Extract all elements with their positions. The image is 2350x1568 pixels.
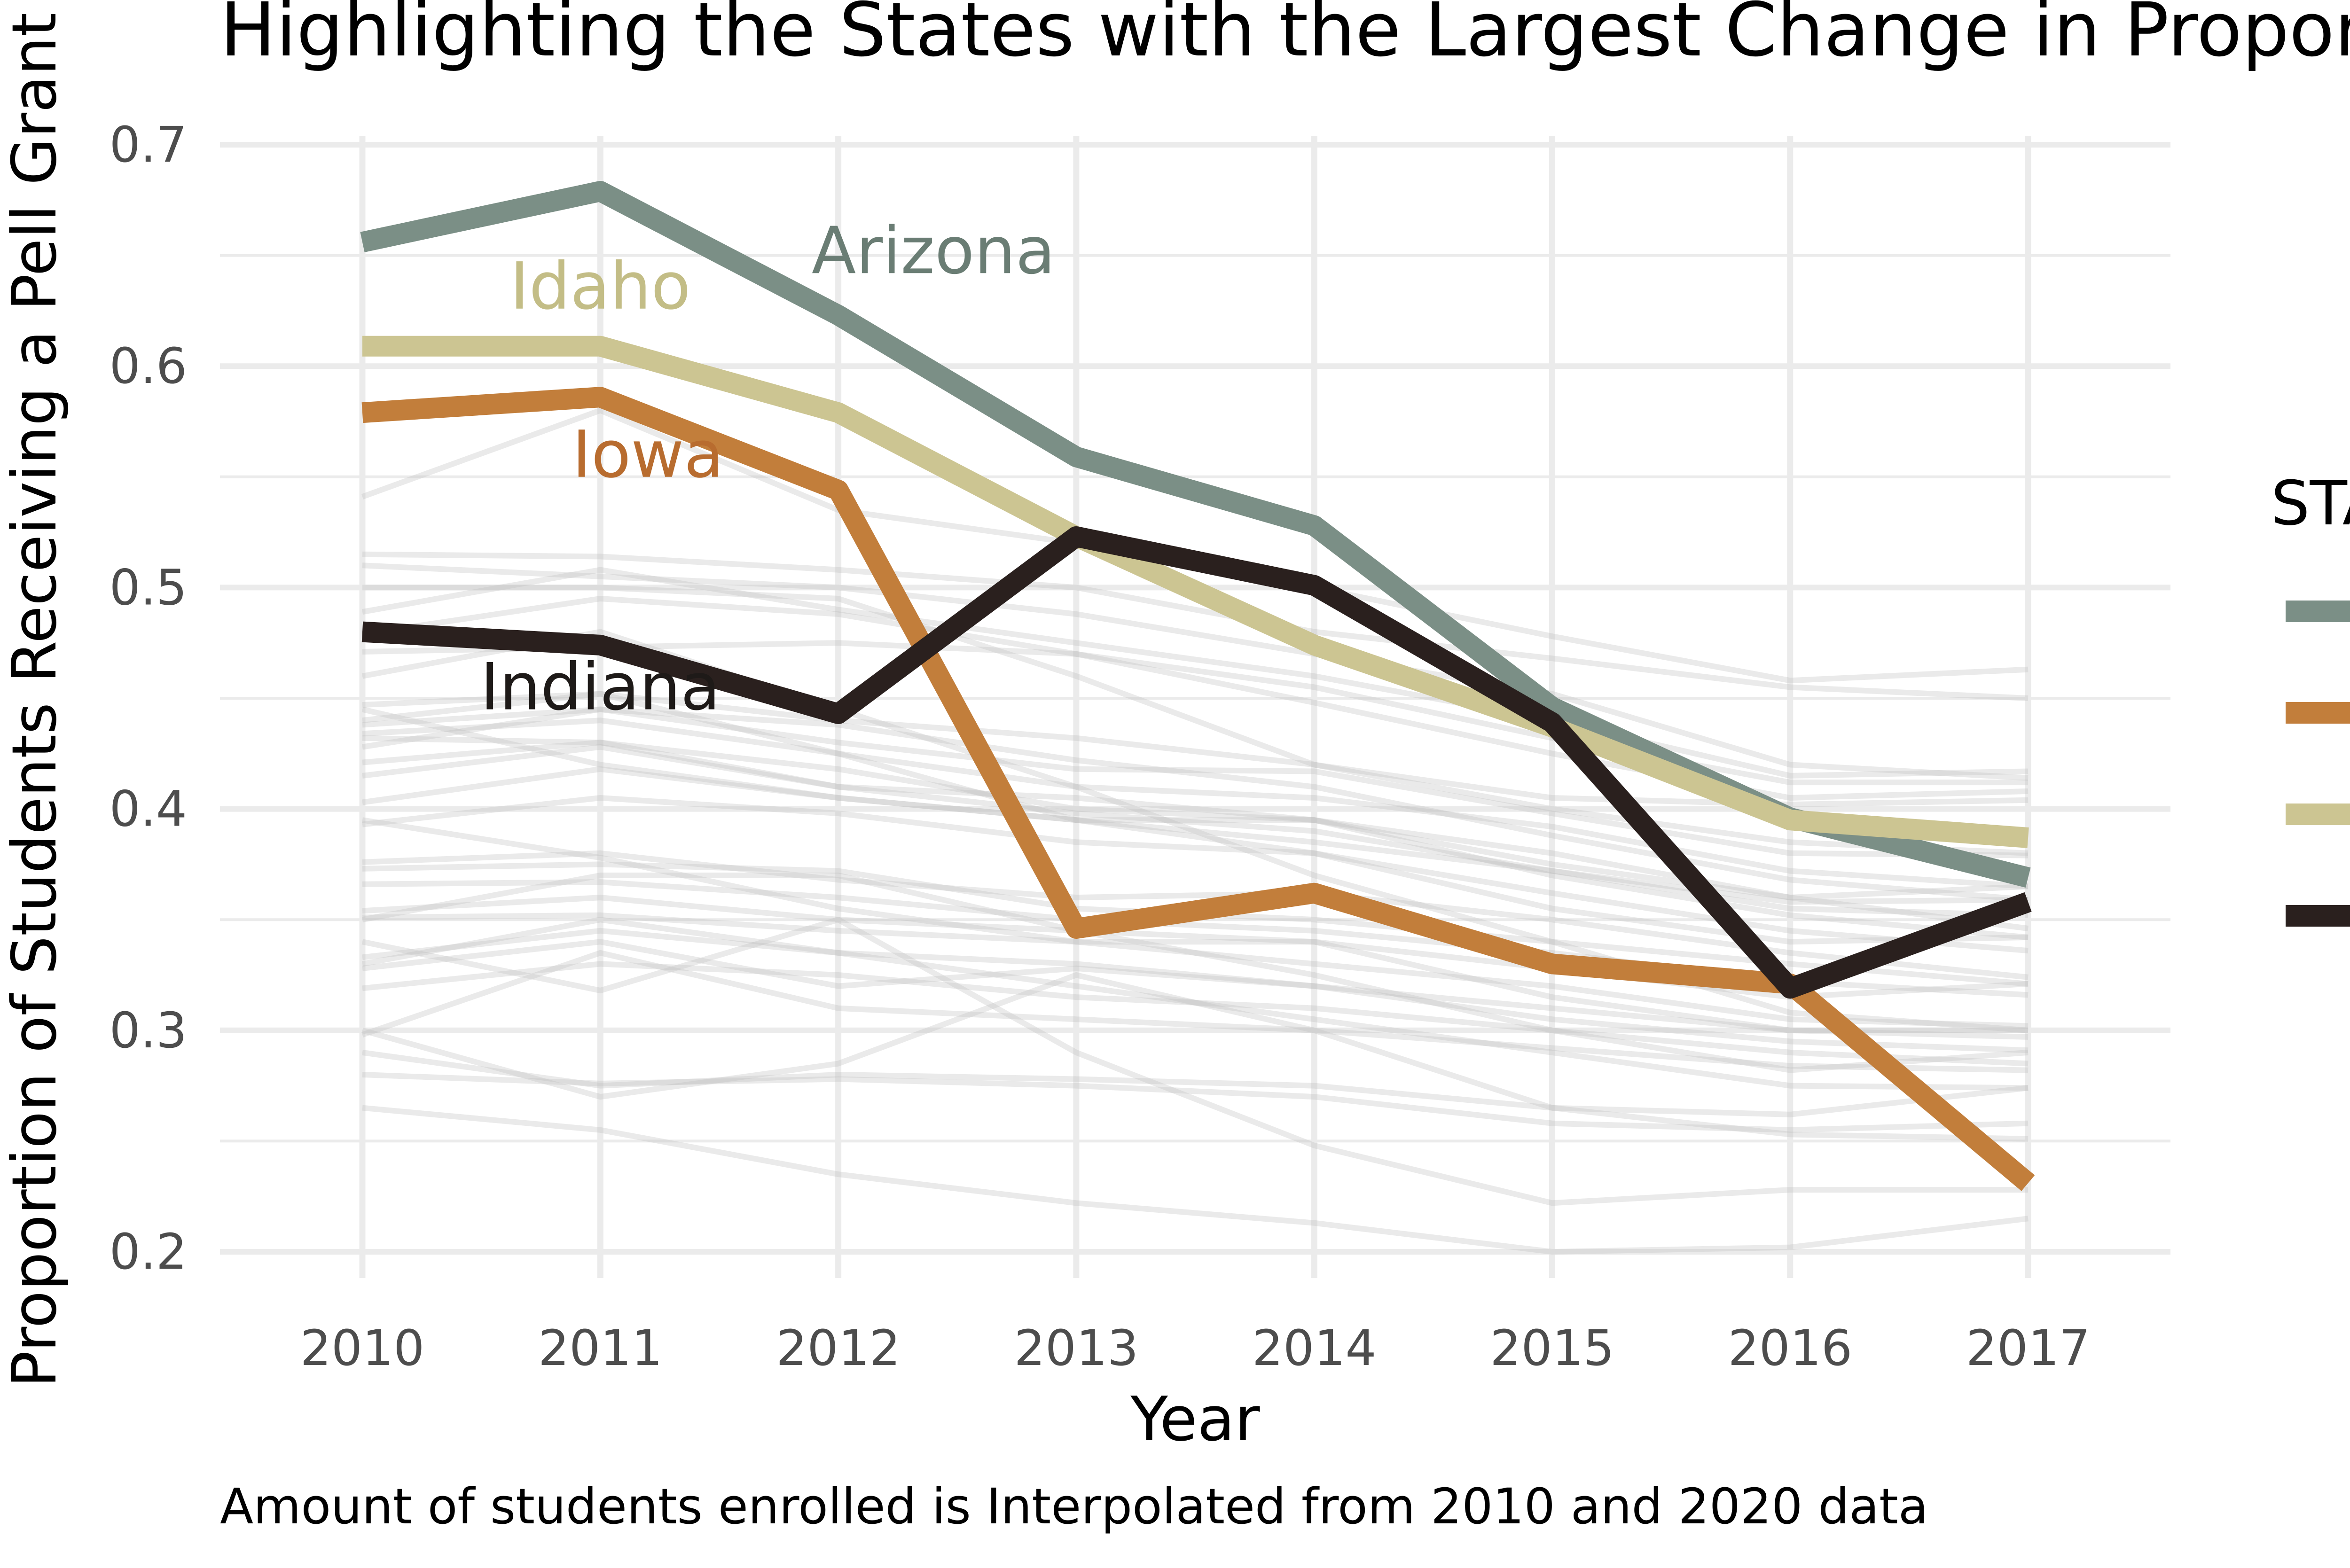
background-state-line (362, 718, 2029, 889)
background-state-line (362, 895, 2029, 1000)
background-state-line (361, 567, 2029, 779)
x-axis-title: Year (1130, 1383, 1260, 1455)
chart-caption: Amount of students enrolled is Interpola… (220, 1478, 1928, 1535)
background-state-line (362, 744, 2029, 905)
background-state-line (361, 917, 2029, 1091)
background-state-line (362, 562, 2029, 781)
background-state-line (361, 972, 2029, 1142)
x-tick-label: 2017 (1966, 1319, 2091, 1377)
y-tick-label: 0.2 (110, 1223, 187, 1280)
legend-title: STATE (2271, 468, 2350, 539)
annotation-idaho: Idaho (510, 249, 691, 324)
x-tick-label: 2010 (300, 1319, 425, 1377)
x-tick-label: 2012 (776, 1319, 901, 1377)
background-state-line (361, 629, 2029, 1033)
background-state-line (362, 766, 2029, 940)
legend-swatch-ia (2286, 702, 2350, 724)
gridlines (220, 136, 2170, 1278)
background-state-line (362, 596, 2029, 786)
background-state-line (361, 873, 2029, 1073)
legend-swatch-in (2286, 905, 2350, 927)
legend-swatch-id (2286, 804, 2350, 825)
chart-title: Highlighting the States with the Largest… (220, 0, 2350, 73)
x-tick-label: 2014 (1252, 1319, 1377, 1377)
highlighted-state-lines (360, 181, 2035, 1191)
y-tick-label: 0.7 (110, 116, 187, 173)
background-state-line (362, 795, 2029, 954)
series-line-id (362, 335, 2029, 848)
series-line-ia (361, 387, 2035, 1191)
background-state-line (362, 961, 2029, 1067)
background-state-line (361, 950, 2029, 1073)
y-tick-label: 0.3 (110, 1002, 187, 1059)
background-state-line (362, 740, 2029, 901)
x-tick-label: 2016 (1728, 1319, 1852, 1377)
legend-swatch-az (2286, 601, 2350, 622)
y-axis-title: Proportion of Students Receiving a Pell … (0, 13, 70, 1388)
background-state-line (362, 735, 2029, 931)
annotation-indiana: Indiana (480, 649, 721, 725)
annotation-arizona: Arizona (812, 213, 1055, 289)
y-tick-label: 0.6 (110, 337, 187, 395)
background-state-line (362, 551, 2029, 701)
y-axis-tick-labels: 0.2 0.3 0.4 0.5 0.6 0.7 (110, 116, 187, 1280)
background-state-line (362, 585, 2029, 856)
background-state-line (362, 817, 2029, 1033)
background-state-line (362, 928, 2029, 1040)
state-annotations: Arizona Iowa Idaho Indiana (480, 213, 1055, 725)
background-state-line (362, 939, 2029, 1053)
background-state-line (362, 1072, 2029, 1133)
background-state-line (361, 706, 2029, 918)
background-state-line (362, 1049, 2029, 1117)
background-state-line (362, 706, 2029, 858)
y-tick-label: 0.5 (110, 559, 187, 616)
background-state-line (362, 706, 2029, 903)
x-tick-label: 2011 (538, 1319, 663, 1377)
x-tick-label: 2015 (1490, 1319, 1614, 1377)
annotation-iowa: Iowa (572, 417, 724, 492)
y-tick-label: 0.4 (110, 780, 187, 838)
x-tick-label: 2013 (1014, 1319, 1139, 1377)
legend: STATE AZIAIDIN (2271, 468, 2350, 927)
series-line-in (361, 526, 2032, 999)
background-state-line (361, 917, 2029, 1206)
background-state-line (362, 1105, 2029, 1255)
background-state-line (362, 912, 2029, 1029)
x-axis-tick-labels: 2010 2011 2012 2013 2014 2015 2016 2017 (300, 1319, 2091, 1377)
